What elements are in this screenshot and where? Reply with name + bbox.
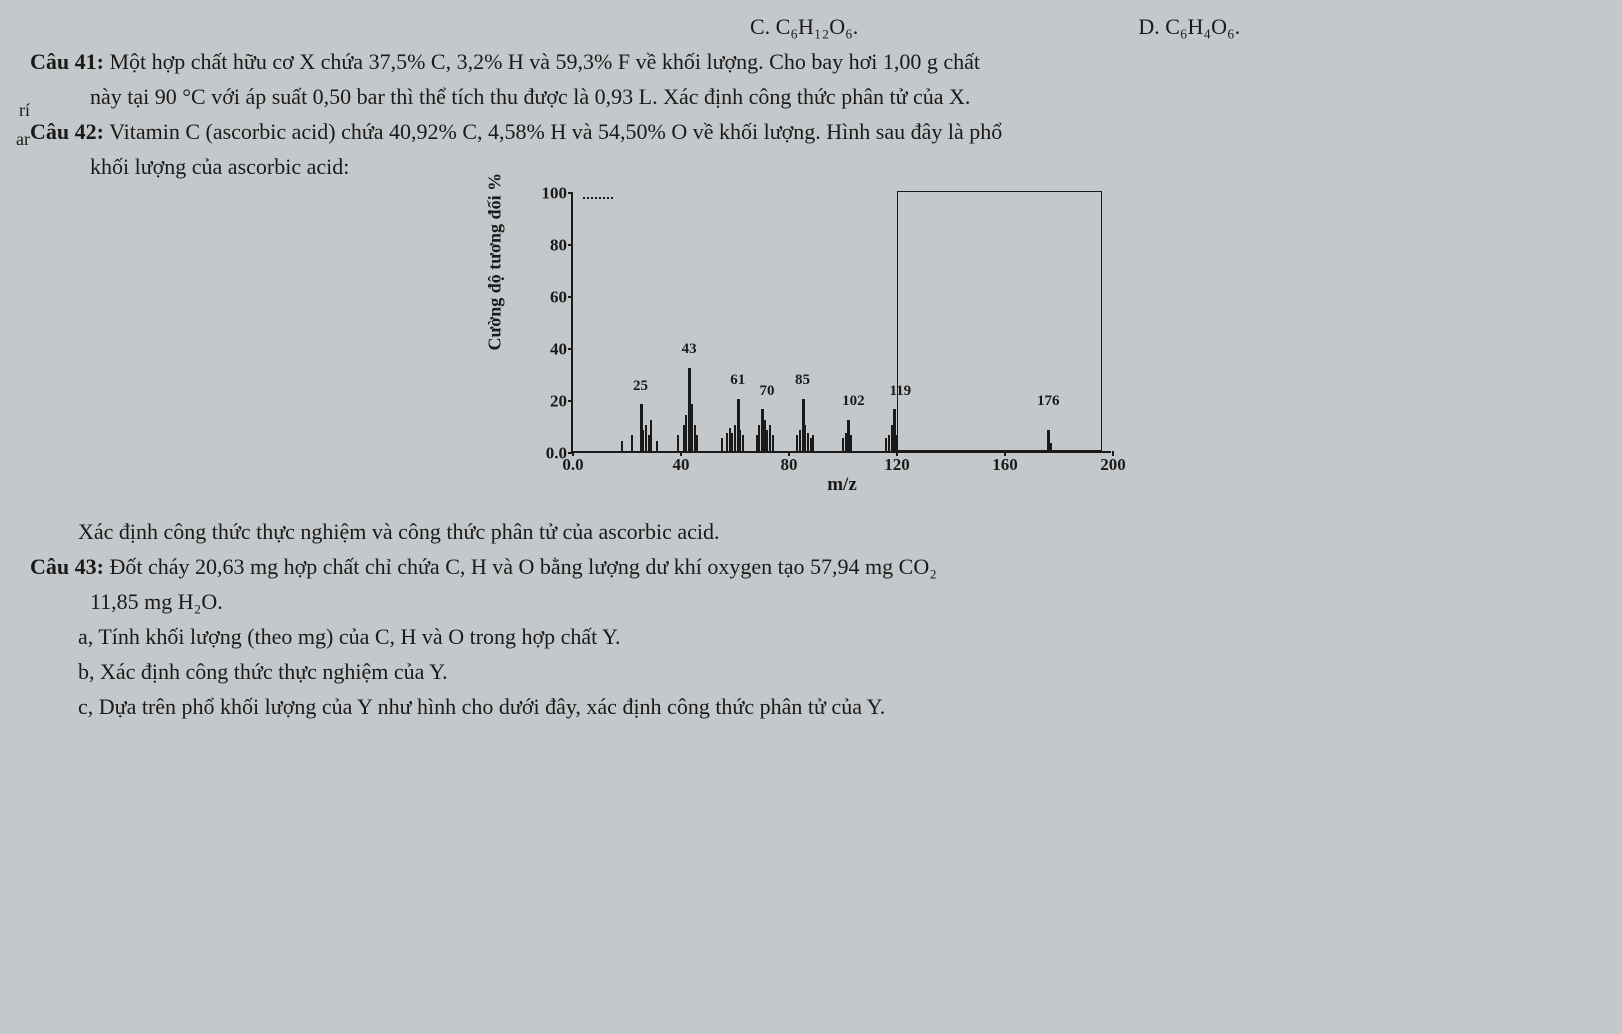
spectrum-peak xyxy=(807,433,809,451)
peak-label: 85 xyxy=(795,369,810,392)
spectrum-peak xyxy=(842,438,844,451)
question-43-b: b, Xác định công thức thực nghiệm của Y. xyxy=(30,655,1592,688)
spectrum-peak xyxy=(756,435,758,451)
spectrum-peak xyxy=(845,433,847,451)
y-tick-label: 100 xyxy=(533,180,567,206)
spectrum-peak xyxy=(769,425,771,451)
y-tick-mark xyxy=(568,244,573,246)
y-tick-mark xyxy=(568,400,573,402)
margin-text: ar xyxy=(0,129,30,150)
margin-text: rí xyxy=(0,100,30,121)
question-text: Một hợp chất hữu cơ X chứa 37,5% C, 3,2%… xyxy=(109,49,980,74)
question-label: Câu 41: xyxy=(30,49,104,74)
question-label: Câu 42: xyxy=(30,119,104,144)
x-tick-mark xyxy=(896,451,898,456)
peak-label: 102 xyxy=(842,390,865,413)
question-42-line2: khối lượng của ascorbic acid: xyxy=(30,150,1592,183)
x-tick-mark xyxy=(1112,451,1114,456)
peak-label: 119 xyxy=(889,380,911,403)
spectrum-peak-labeled xyxy=(893,409,896,451)
spectrum-peak-labeled xyxy=(761,409,764,451)
question-43-c: c, Dựa trên phổ khối lượng của Y như hìn… xyxy=(30,690,1592,723)
mass-spectrum-chart: Cường độ tương đối % m/z 0.0204060801000… xyxy=(501,187,1121,507)
y-tick-label: 60 xyxy=(533,284,567,310)
spectrum-peak xyxy=(796,435,798,451)
peak-label: 25 xyxy=(633,375,648,398)
spectrum-peak xyxy=(648,435,650,451)
x-tick-mark xyxy=(572,451,574,456)
page-content: C. C₆H₁₂O₆. D. C₆H₄O₆. Câu 41: Một hợp c… xyxy=(30,10,1592,723)
spectrum-peak xyxy=(621,441,623,451)
spectrum-peak-labeled xyxy=(802,399,805,451)
spectrum-peak xyxy=(799,430,801,451)
spectrum-peak xyxy=(729,428,731,451)
spectrum-peak xyxy=(691,404,693,451)
spectrum-peak xyxy=(888,435,890,451)
spectrum-peak-labeled xyxy=(688,368,691,451)
mc-options-row: C. C₆H₁₂O₆. D. C₆H₄O₆. xyxy=(30,10,1592,43)
question-label: Câu 43: xyxy=(30,554,104,579)
spectrum-peak xyxy=(742,435,744,451)
spectrum-peak xyxy=(631,435,633,451)
y-tick-label: 40 xyxy=(533,336,567,362)
spectrum-peak xyxy=(772,435,774,451)
peak-label: 43 xyxy=(682,338,697,361)
spectrum-peak xyxy=(731,433,733,451)
spectrum-peak-labeled xyxy=(737,399,740,451)
spectrum-peak xyxy=(683,425,685,451)
question-text: Đốt cháy 20,63 mg hợp chất chỉ chứa C, H… xyxy=(109,554,936,579)
peak-label: 61 xyxy=(730,369,745,392)
question-42-line: Câu 42: Vitamin C (ascorbic acid) chứa 4… xyxy=(30,115,1592,148)
chart-plot-area: m/z 0.0204060801000.04080120160200254361… xyxy=(571,193,1111,453)
spectrum-peak xyxy=(726,433,728,451)
spectrum-peak xyxy=(734,425,736,451)
spectrum-peak xyxy=(885,438,887,451)
question-42-after: Xác định công thức thực nghiệm và công t… xyxy=(30,515,1592,548)
question-41-line: Câu 41: Một hợp chất hữu cơ X chứa 37,5%… xyxy=(30,45,1592,78)
spectrum-peak-labeled xyxy=(640,404,643,451)
question-43-line2: 11,85 mg H₂O. xyxy=(30,585,1592,618)
left-margin-marks: rí ar xyxy=(0,100,30,158)
chart-decoration xyxy=(583,197,613,199)
option-c: C. C₆H₁₂O₆. xyxy=(750,10,858,43)
spectrum-peak xyxy=(850,435,852,451)
spectrum-peak-labeled xyxy=(1047,430,1050,451)
y-axis-label: Cường độ tương đối % xyxy=(482,173,509,351)
spectrum-peak xyxy=(891,425,893,451)
peak-label: 70 xyxy=(760,380,775,403)
option-d: D. C₆H₄O₆. xyxy=(1138,10,1240,43)
spectrum-peak xyxy=(896,435,898,451)
spectrum-peak xyxy=(656,441,658,451)
spectrum-peak xyxy=(721,438,723,451)
peak-label: 176 xyxy=(1037,390,1060,413)
spectrum-peak-labeled xyxy=(847,420,850,451)
y-tick-mark xyxy=(568,192,573,194)
spectrum-peak xyxy=(694,425,696,451)
spectrum-peak xyxy=(650,420,652,451)
spectrum-peak xyxy=(810,438,812,451)
spectrum-peak xyxy=(812,435,814,451)
spectrum-peak xyxy=(739,430,741,451)
y-tick-mark xyxy=(568,296,573,298)
spectrum-peak xyxy=(766,430,768,451)
y-tick-label: 20 xyxy=(533,388,567,414)
chart-box xyxy=(897,191,1102,451)
x-tick-mark xyxy=(1004,451,1006,456)
x-tick-mark xyxy=(680,451,682,456)
question-43-line: Câu 43: Đốt cháy 20,63 mg hợp chất chỉ c… xyxy=(30,550,1592,583)
spectrum-peak xyxy=(696,435,698,451)
x-axis-label: m/z xyxy=(827,471,857,500)
y-tick-label: 80 xyxy=(533,232,567,258)
question-text: Vitamin C (ascorbic acid) chứa 40,92% C,… xyxy=(109,119,1002,144)
x-tick-mark xyxy=(788,451,790,456)
spectrum-peak xyxy=(677,435,679,451)
spectrum-peak xyxy=(685,415,687,451)
spectrum-peak xyxy=(1050,443,1052,451)
spectrum-peak xyxy=(758,425,760,451)
question-43-a: a, Tính khối lượng (theo mg) của C, H và… xyxy=(30,620,1592,653)
y-tick-mark xyxy=(568,348,573,350)
spectrum-peak xyxy=(645,425,647,451)
question-41-line2: này tại 90 °C với áp suất 0,50 bar thì t… xyxy=(30,80,1592,113)
